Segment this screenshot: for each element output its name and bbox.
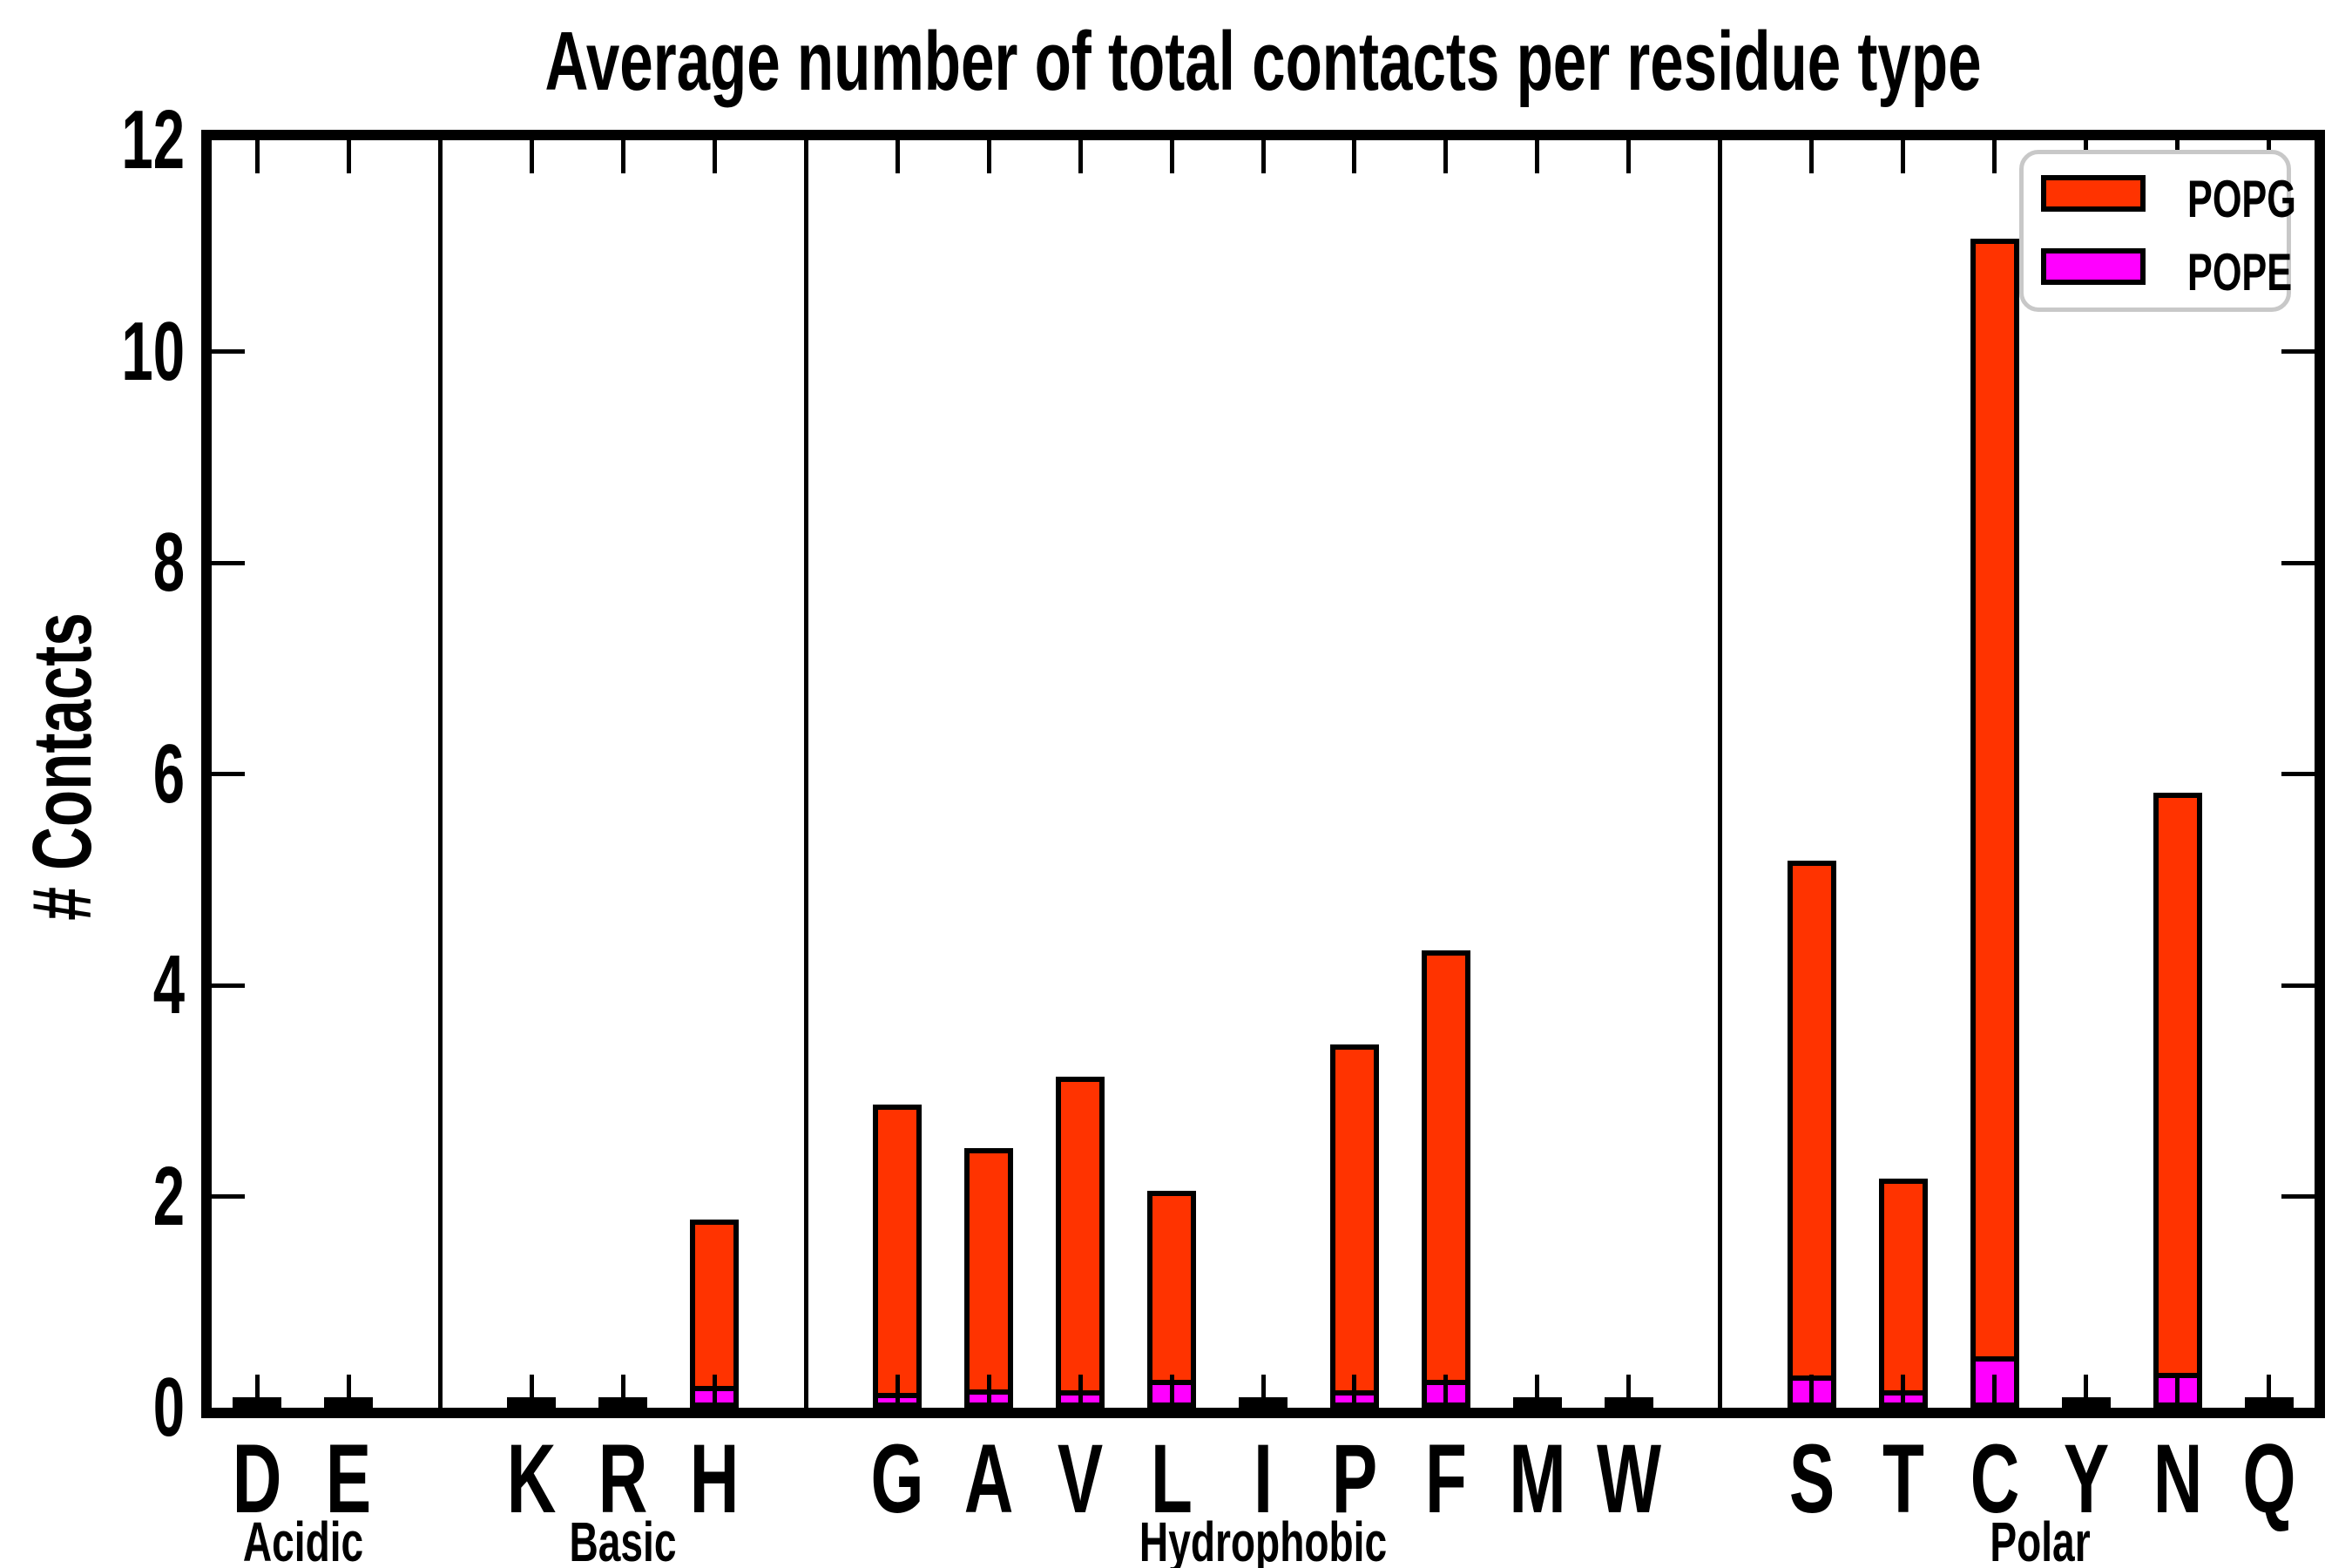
- y-tick-right: [2281, 349, 2315, 354]
- x-tick-bottom-A: [986, 1375, 991, 1408]
- x-label-A: A: [963, 1424, 1014, 1533]
- y-tick-left: [212, 560, 245, 565]
- x-tick-bottom-M: [1535, 1375, 1540, 1408]
- x-tick-top-G: [895, 140, 900, 173]
- group-label-acidic: Acidic: [242, 1511, 364, 1568]
- x-tick-bottom-N: [2175, 1375, 2180, 1408]
- x-tick-bottom-S: [1809, 1375, 1815, 1408]
- bar-T: [1878, 1178, 1928, 1408]
- bar-A: [964, 1147, 1014, 1408]
- y-tick-left: [212, 983, 245, 988]
- y-tick-right: [2281, 560, 2315, 565]
- x-label-H: H: [689, 1424, 740, 1533]
- legend: POPG POPE: [2019, 150, 2296, 312]
- group-label-hydrophobic: Hydrophobic: [1139, 1511, 1388, 1568]
- group-label-polar: Polar: [1990, 1511, 2091, 1568]
- x-tick-bottom-V: [1078, 1375, 1083, 1408]
- y-tick-label: 8: [152, 516, 185, 609]
- x-label-K: K: [507, 1424, 557, 1533]
- x-label-R: R: [598, 1424, 648, 1533]
- x-label-F: F: [1424, 1424, 1467, 1533]
- y-tick-right: [2281, 1194, 2315, 1199]
- x-label-P: P: [1331, 1424, 1378, 1533]
- x-tick-top-H: [712, 140, 717, 173]
- x-tick-top-L: [1169, 140, 1174, 173]
- group-divider: [1718, 140, 1723, 1408]
- y-tick-left: [212, 349, 245, 354]
- x-label-N: N: [2153, 1424, 2202, 1533]
- y-tick-label: 12: [121, 93, 185, 186]
- x-tick-bottom-C: [1992, 1375, 1997, 1408]
- legend-swatch-pope: [2041, 248, 2146, 285]
- x-tick-top-C: [1992, 140, 1997, 173]
- y-tick-right: [2281, 983, 2315, 988]
- x-tick-top-W: [1626, 140, 1632, 173]
- x-tick-top-S: [1809, 140, 1815, 173]
- x-label-D: D: [233, 1424, 282, 1533]
- chart-title: Average number of total contacts per res…: [544, 15, 1982, 108]
- x-tick-top-K: [529, 140, 534, 173]
- y-tick-label: 6: [152, 727, 185, 821]
- x-tick-bottom-F: [1443, 1375, 1449, 1408]
- y-tick-right: [2281, 772, 2315, 776]
- x-tick-bottom-P: [1352, 1375, 1357, 1408]
- legend-label-popg: POPG: [2187, 170, 2296, 228]
- x-label-L: L: [1151, 1424, 1193, 1533]
- x-tick-bottom-G: [895, 1375, 900, 1408]
- bar-G: [873, 1105, 923, 1408]
- y-tick-left: [212, 772, 245, 776]
- x-tick-bottom-Y: [2084, 1375, 2089, 1408]
- x-tick-top-V: [1078, 140, 1083, 173]
- x-tick-top-R: [620, 140, 625, 173]
- x-tick-top-D: [254, 140, 260, 173]
- group-divider: [803, 140, 808, 1408]
- x-tick-top-I: [1260, 140, 1266, 173]
- y-tick-label: 2: [152, 1149, 185, 1243]
- x-label-V: V: [1057, 1424, 1104, 1533]
- x-tick-bottom-I: [1260, 1375, 1266, 1408]
- x-tick-bottom-H: [712, 1375, 717, 1408]
- bar-N: [2153, 793, 2202, 1408]
- x-label-Y: Y: [2063, 1424, 2109, 1533]
- x-tick-top-P: [1352, 140, 1357, 173]
- x-tick-bottom-W: [1626, 1375, 1632, 1408]
- x-label-S: S: [1788, 1424, 1835, 1533]
- x-tick-bottom-T: [1901, 1375, 1906, 1408]
- legend-swatch-popg: [2041, 175, 2146, 212]
- bar-C: [1970, 238, 2019, 1408]
- y-tick-label: 0: [152, 1361, 185, 1454]
- x-tick-top-M: [1535, 140, 1540, 173]
- bar-P: [1329, 1044, 1379, 1408]
- group-divider: [437, 140, 443, 1408]
- legend-label-pope: POPE: [2187, 243, 2293, 301]
- x-tick-top-T: [1901, 140, 1906, 173]
- x-label-M: M: [1509, 1424, 1566, 1533]
- x-tick-bottom-R: [620, 1375, 625, 1408]
- x-label-T: T: [1882, 1424, 1924, 1533]
- x-tick-top-F: [1443, 140, 1449, 173]
- x-tick-top-E: [346, 140, 351, 173]
- x-label-G: G: [870, 1424, 924, 1533]
- x-label-E: E: [326, 1424, 372, 1533]
- bar-S: [1787, 860, 1836, 1408]
- x-label-C: C: [1970, 1424, 2019, 1533]
- x-label-I: I: [1254, 1424, 1273, 1533]
- y-tick-left: [212, 1194, 245, 1199]
- x-tick-bottom-K: [529, 1375, 534, 1408]
- x-tick-bottom-D: [254, 1375, 260, 1408]
- bar-F: [1421, 950, 1470, 1408]
- x-tick-top-A: [986, 140, 991, 173]
- x-tick-bottom-E: [346, 1375, 351, 1408]
- bar-L: [1147, 1191, 1197, 1408]
- x-tick-bottom-Q: [2267, 1375, 2272, 1408]
- group-label-basic: Basic: [569, 1511, 677, 1568]
- bar-V: [1056, 1077, 1105, 1408]
- y-tick-label: 4: [152, 938, 185, 1031]
- x-label-Q: Q: [2242, 1424, 2296, 1533]
- x-tick-bottom-L: [1169, 1375, 1174, 1408]
- y-tick-label: 10: [121, 304, 185, 398]
- x-label-W: W: [1596, 1424, 1661, 1533]
